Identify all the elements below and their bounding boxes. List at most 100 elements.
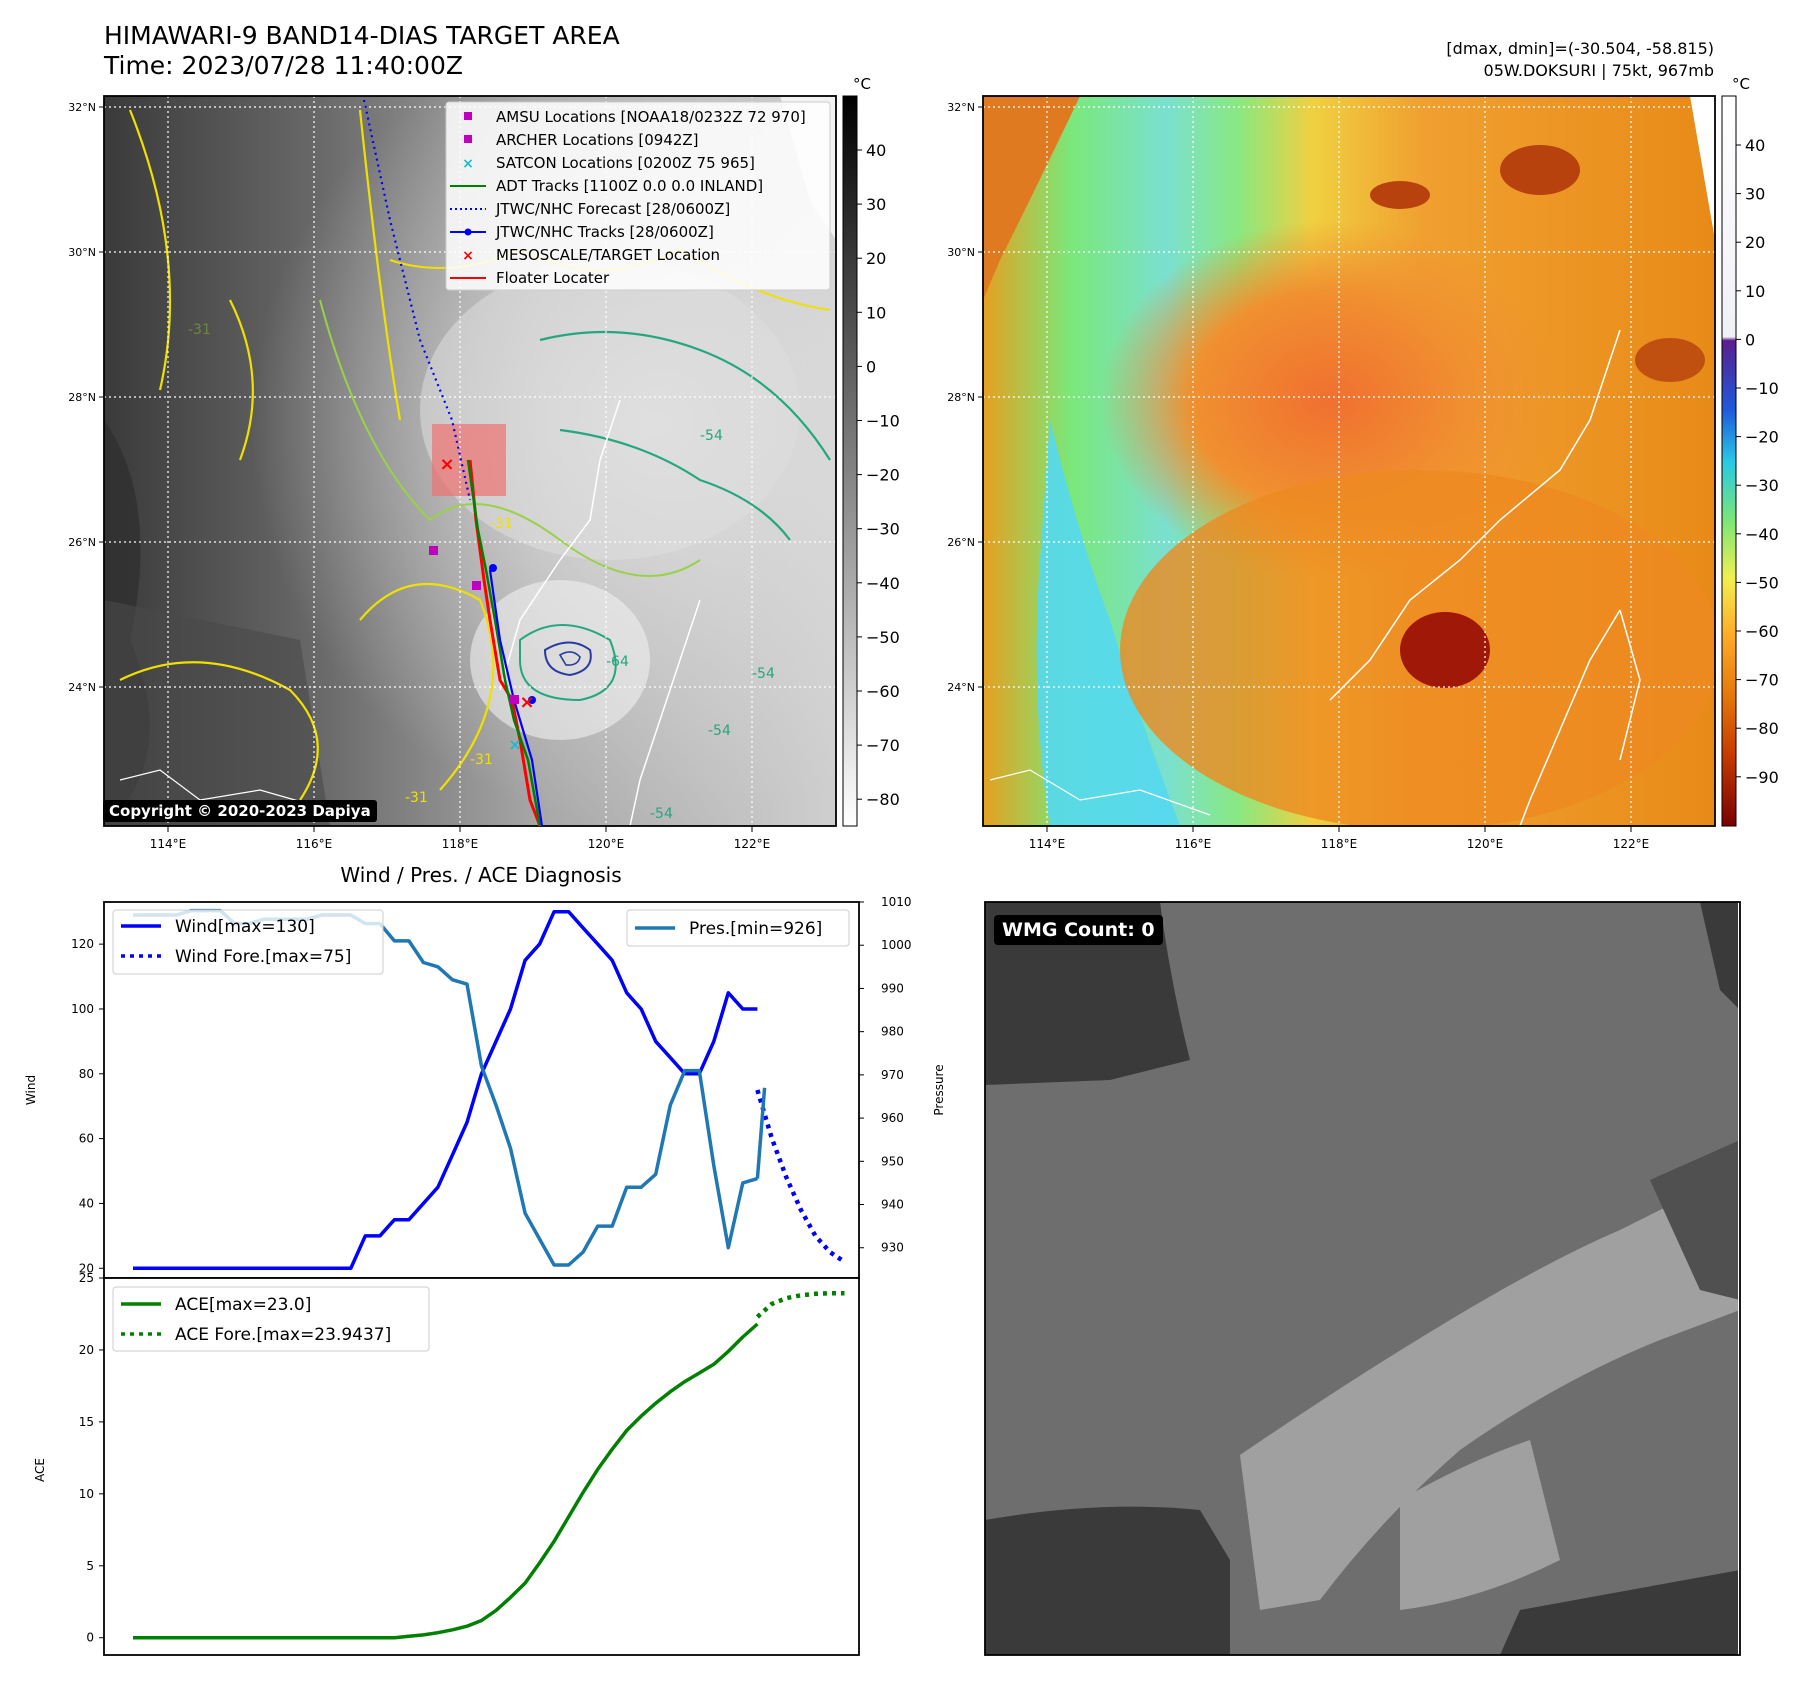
lon-tick-label: 122°E bbox=[734, 837, 771, 851]
jtwc-track-point bbox=[528, 696, 536, 704]
legend-label: MESOSCALE/TARGET Location bbox=[496, 246, 720, 264]
mesoscale-target-marker: × bbox=[519, 692, 534, 713]
color-colorbar-unit: °C bbox=[1732, 75, 1750, 93]
colorbar-tick-label: −70 bbox=[866, 736, 900, 755]
copyright-badge: Copyright © 2020-2023 Dapiya bbox=[103, 800, 377, 822]
colorbar-tick-label: 10 bbox=[1745, 282, 1765, 301]
ace-tick-label: 15 bbox=[79, 1415, 94, 1429]
satcon-location: × bbox=[508, 735, 521, 754]
legend-label: AMSU Locations [NOAA18/0232Z 72 970] bbox=[496, 108, 806, 126]
legend-label: Wind Fore.[max=75] bbox=[175, 947, 351, 967]
colorbar-tick-label: 30 bbox=[1745, 185, 1765, 204]
lon-tick-label: 120°E bbox=[588, 837, 625, 851]
lat-tick-label: 30°N bbox=[68, 246, 96, 259]
lat-tick-label: 26°N bbox=[947, 536, 975, 549]
adt-track bbox=[466, 459, 542, 827]
deep-convection-core bbox=[1400, 612, 1490, 688]
lat-tick-label: 28°N bbox=[947, 391, 975, 404]
colorbar-tick-label: −30 bbox=[866, 520, 900, 539]
wind-axis-label: Wind bbox=[24, 1075, 38, 1105]
colorbar-tick-label: 20 bbox=[866, 249, 886, 268]
colorbar-tick-label: 30 bbox=[866, 195, 886, 214]
pressure-tick-label: 990 bbox=[881, 981, 904, 995]
pressure-tick-label: 970 bbox=[881, 1068, 904, 1082]
lat-tick-label: 30°N bbox=[947, 246, 975, 259]
colorbar-tick-label: −60 bbox=[866, 682, 900, 701]
legend-marker bbox=[464, 135, 472, 143]
lon-tick-label: 116°E bbox=[296, 837, 333, 851]
lon-tick-label: 118°E bbox=[442, 837, 479, 851]
color-map-panel: 32°N 30°N 28°N 26°N 24°N 114°E 116°E 118°E 120°E… bbox=[947, 95, 1716, 851]
ace-axis-label: ACE bbox=[33, 1458, 47, 1482]
legend-label: JTWC/NHC Tracks [28/0600Z] bbox=[495, 223, 714, 241]
colorbar-tick-label: 40 bbox=[1745, 136, 1765, 155]
jtwc-track-point bbox=[489, 564, 497, 572]
colorbar-tick-label: −50 bbox=[1745, 573, 1779, 592]
series-line bbox=[755, 1089, 846, 1264]
series-line bbox=[133, 909, 758, 1271]
colorbar-tick-label: −60 bbox=[1745, 622, 1779, 641]
pressure-tick-label: 980 bbox=[881, 1025, 904, 1039]
contour-label: -31 bbox=[470, 752, 493, 768]
contour-label: -54 bbox=[752, 666, 775, 682]
ir-colorbar-unit: °C bbox=[853, 75, 871, 93]
colorbar-tick-label: −90 bbox=[1745, 768, 1779, 787]
legend-box bbox=[112, 1286, 430, 1352]
wind-ticks: 20 40 60 80 100 120 bbox=[71, 937, 104, 1275]
wind-tick-label: 80 bbox=[79, 1067, 94, 1081]
pressure-tick-label: 940 bbox=[881, 1198, 904, 1212]
chart-title: Wind / Pres. / ACE Diagnosis bbox=[340, 863, 621, 887]
pressure-legend: Pres.[min=926] bbox=[626, 909, 850, 947]
wind-tick-label: 60 bbox=[79, 1132, 94, 1146]
legend-marker bbox=[464, 228, 472, 236]
lat-tick-label: 24°N bbox=[947, 681, 975, 694]
ace-tick-label: 10 bbox=[79, 1487, 94, 1501]
series-line bbox=[133, 1322, 759, 1640]
wind-tick-label: 120 bbox=[71, 937, 94, 951]
legend-marker: × bbox=[462, 248, 474, 264]
lat-tick-label: 26°N bbox=[68, 536, 96, 549]
amsu-location bbox=[429, 546, 438, 555]
colorbar-tick-label: −80 bbox=[866, 790, 900, 809]
wind-pressure-chart: Wind / Pres. / ACE Diagnosis Wind Pressu… bbox=[24, 863, 946, 1279]
ace-ticks: 0 5 10 15 20 25 bbox=[79, 1271, 104, 1645]
pressure-axis-label: Pressure bbox=[932, 1064, 946, 1115]
lat-tick-label: 28°N bbox=[68, 391, 96, 404]
colorbar-tick-label: −20 bbox=[866, 466, 900, 485]
dmax-dmin-label: [dmax, dmin]=(-30.504, -58.815) bbox=[1446, 39, 1714, 58]
ir-map-frame bbox=[103, 95, 837, 827]
mesoscale-target-marker: × bbox=[439, 454, 454, 475]
lon-tick-label: 116°E bbox=[1175, 837, 1212, 851]
colorbar-tick-label: −80 bbox=[1745, 719, 1779, 738]
contour-label: -64 bbox=[606, 654, 629, 670]
map-tick-labels: 32°N 30°N 28°N 26°N 24°N 114°E 116°E 118°E 120°E… bbox=[947, 101, 1649, 851]
storm-info-label: 05W.DOKSURI | 75kt, 967mb bbox=[1484, 61, 1714, 80]
pressure-tick-label: 950 bbox=[881, 1154, 904, 1168]
colorbar-tick-label: 0 bbox=[866, 357, 876, 376]
legend-box bbox=[112, 909, 384, 975]
colorbar-tick-label: −70 bbox=[1745, 671, 1779, 690]
wmg-count-badge: WMG Count: 0 bbox=[994, 915, 1163, 945]
wind-tick-label: 100 bbox=[71, 1002, 94, 1016]
colorbar-tick-label: −40 bbox=[866, 574, 900, 593]
lon-tick-label: 120°E bbox=[1467, 837, 1504, 851]
ace-chart: ACE 0 5 10 15 20 25 ACE[max=23.0] ACE Fore.[ma… bbox=[33, 1271, 860, 1656]
ace-legend: ACE[max=23.0] ACE Fore.[max=23.9437] bbox=[112, 1286, 430, 1352]
legend-label: ACE Fore.[max=23.9437] bbox=[175, 1325, 391, 1345]
legend-label: Wind[max=130] bbox=[175, 917, 315, 937]
colorbar-tick-label: −10 bbox=[1745, 379, 1779, 398]
legend-label: Pres.[min=926] bbox=[689, 919, 822, 939]
colorbar-tick-label: 10 bbox=[866, 303, 886, 322]
floater-locater-track bbox=[468, 459, 542, 827]
lon-tick-label: 122°E bbox=[1613, 837, 1650, 851]
map-tick-labels: 32°N 30°N 28°N 26°N 24°N 114°E 116°E 118°E 120°E… bbox=[68, 101, 770, 851]
ace-tick-label: 20 bbox=[79, 1343, 94, 1357]
ir-map-panel: 32°N 30°N 28°N 26°N 24°N 114°E 116°E 118°E 120°E… bbox=[68, 95, 837, 851]
pressure-tick-label: 1010 bbox=[881, 895, 912, 909]
contour-label: -54 bbox=[700, 428, 723, 444]
legend-marker bbox=[464, 112, 472, 120]
wind-legend: Wind[max=130] Wind Fore.[max=75] bbox=[112, 909, 384, 975]
legend-label: SATCON Locations [0200Z 75 965] bbox=[496, 154, 755, 172]
colorbar-tick-label: −40 bbox=[1745, 525, 1779, 544]
